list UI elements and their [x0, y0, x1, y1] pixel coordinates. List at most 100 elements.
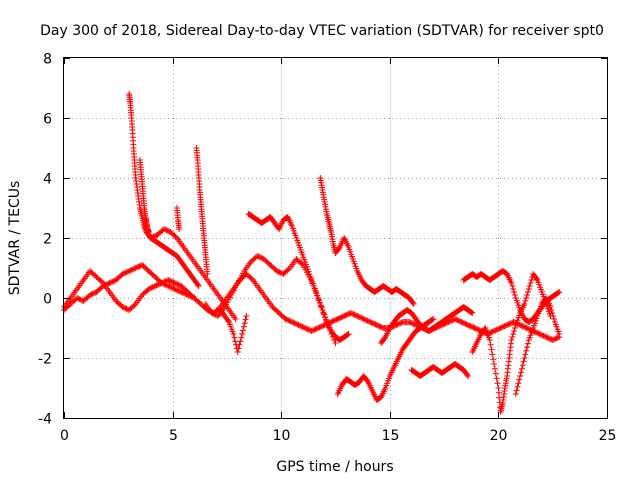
data-point	[124, 306, 131, 313]
data-point	[537, 331, 544, 338]
series-track-13	[460, 268, 563, 325]
data-point	[500, 323, 507, 330]
data-point	[151, 233, 158, 240]
x-axis-label: GPS time / hours	[276, 459, 393, 475]
data-point	[489, 351, 496, 358]
data-point	[145, 229, 152, 235]
data-point	[487, 341, 494, 348]
data-point	[343, 311, 350, 318]
x-tick-label: 15	[382, 428, 400, 444]
data-point	[172, 233, 179, 240]
data-point	[548, 307, 555, 313]
data-point	[511, 292, 518, 298]
data-point	[225, 317, 232, 324]
data-point	[519, 362, 526, 369]
data-point	[255, 253, 262, 260]
data-point	[449, 317, 456, 324]
series-track-1	[61, 262, 198, 313]
data-point	[540, 332, 547, 339]
data-point	[109, 278, 116, 285]
data-point	[231, 334, 238, 341]
data-point	[137, 262, 144, 269]
data-point	[254, 253, 261, 259]
data-point	[282, 316, 289, 322]
data-point	[363, 317, 370, 324]
data-point	[119, 271, 126, 277]
data-point	[239, 327, 246, 334]
data-point	[258, 254, 265, 261]
data-point	[306, 326, 313, 333]
data-point	[494, 380, 501, 387]
data-point	[176, 226, 183, 232]
data-point	[524, 292, 531, 298]
data-point	[123, 269, 130, 276]
data-point	[126, 268, 133, 274]
data-point	[105, 280, 112, 287]
data-point	[163, 227, 170, 234]
data-point	[511, 328, 518, 334]
data-point	[174, 281, 181, 288]
data-point	[522, 351, 529, 358]
data-point	[285, 317, 292, 324]
data-point	[510, 286, 517, 292]
data-point	[464, 371, 471, 378]
data-point	[508, 280, 515, 286]
series-track-16	[147, 226, 239, 322]
data-point	[518, 365, 525, 372]
series-track-14	[469, 271, 554, 415]
data-point	[208, 310, 215, 316]
data-point	[516, 376, 523, 383]
data-point	[372, 321, 379, 328]
data-point	[408, 320, 415, 327]
data-point	[133, 264, 140, 271]
data-point	[332, 340, 339, 346]
data-point	[547, 335, 554, 342]
data-point	[290, 319, 297, 326]
data-point	[468, 323, 475, 330]
data-point	[308, 328, 315, 334]
data-point	[344, 331, 351, 338]
data-point	[509, 283, 516, 289]
data-point	[451, 316, 458, 322]
data-point	[315, 325, 322, 331]
data-point	[90, 290, 97, 297]
data-point	[517, 369, 524, 376]
data-point	[488, 346, 495, 353]
data-point	[409, 299, 416, 306]
data-point	[534, 329, 541, 336]
data-point	[87, 292, 94, 298]
data-point	[367, 319, 374, 325]
data-point	[486, 337, 493, 343]
data-point	[160, 226, 167, 232]
y-tick-label: -2	[38, 352, 52, 368]
data-point	[410, 301, 417, 307]
data-point	[239, 331, 246, 337]
data-point	[316, 324, 323, 331]
data-point	[110, 278, 117, 285]
series-track-17	[217, 307, 250, 355]
data-point	[240, 323, 247, 330]
data-point	[508, 337, 515, 343]
data-point	[489, 328, 496, 335]
data-point	[521, 323, 528, 330]
data-point	[491, 365, 498, 372]
series-track-9	[317, 175, 417, 307]
data-point	[407, 319, 414, 326]
data-point	[359, 315, 366, 322]
data-point	[463, 321, 470, 328]
y-tick-label: 6	[43, 112, 52, 128]
data-point	[119, 304, 126, 310]
data-point	[339, 313, 346, 320]
data-point	[524, 289, 531, 295]
data-point	[397, 320, 404, 327]
data-point	[394, 321, 401, 328]
data-point	[492, 370, 499, 377]
data-point	[535, 330, 542, 337]
data-point	[209, 310, 216, 317]
data-point	[162, 278, 169, 285]
data-point	[464, 322, 471, 328]
data-point	[195, 283, 202, 289]
data-point	[512, 391, 519, 397]
data-point	[349, 310, 356, 317]
